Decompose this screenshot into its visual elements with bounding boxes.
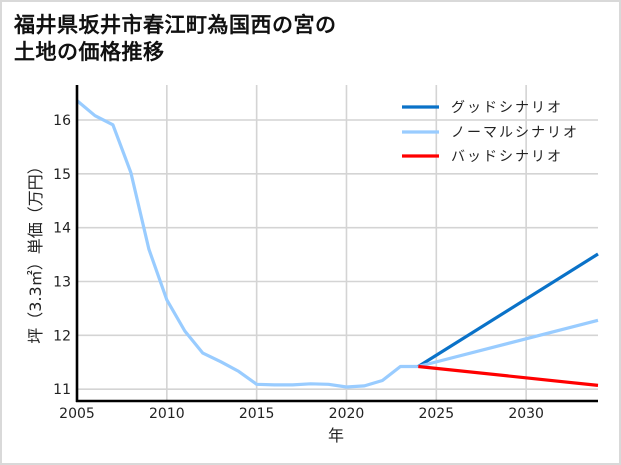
y-axis-label: 坪（3.3㎡）単価（万円） [26, 158, 45, 343]
x-tick-label: 2025 [418, 406, 454, 422]
data-series [75, 99, 599, 389]
legend-label: バッドシナリオ [451, 149, 563, 165]
chart-title-line-2: 土地の価格推移 [14, 40, 165, 64]
y-tick-label: 14 [53, 221, 71, 237]
gridlines [77, 85, 598, 401]
legend-label: ノーマルシナリオ [451, 125, 579, 141]
x-tick-label: 2015 [239, 406, 275, 422]
y-tick-label: 11 [53, 382, 71, 398]
chart-title-line-1: 福井県坂井市春江町為国西の宮の [14, 13, 337, 37]
scenario-line-2 [417, 318, 599, 369]
historical-price-line [75, 99, 419, 389]
axes [75, 85, 598, 403]
y-tick-label: 13 [53, 274, 71, 290]
scenario-line-1 [417, 252, 599, 368]
x-tick-label: 2020 [329, 406, 365, 422]
legend-label: グッドシナリオ [451, 100, 563, 116]
y-tick-label: 12 [53, 328, 71, 344]
y-tick-label: 16 [53, 113, 71, 129]
x-axis-label: 年 [328, 426, 344, 445]
scenario-line-3 [418, 364, 599, 387]
tick-labels: 2005 2010 2015 2020 2025 2030 11 12 13 14 15 16 [53, 113, 544, 422]
y-tick-label: 15 [53, 167, 71, 183]
x-tick-label: 2010 [149, 406, 185, 422]
x-tick-label: 2005 [59, 406, 95, 422]
x-tick-label: 2030 [508, 406, 544, 422]
